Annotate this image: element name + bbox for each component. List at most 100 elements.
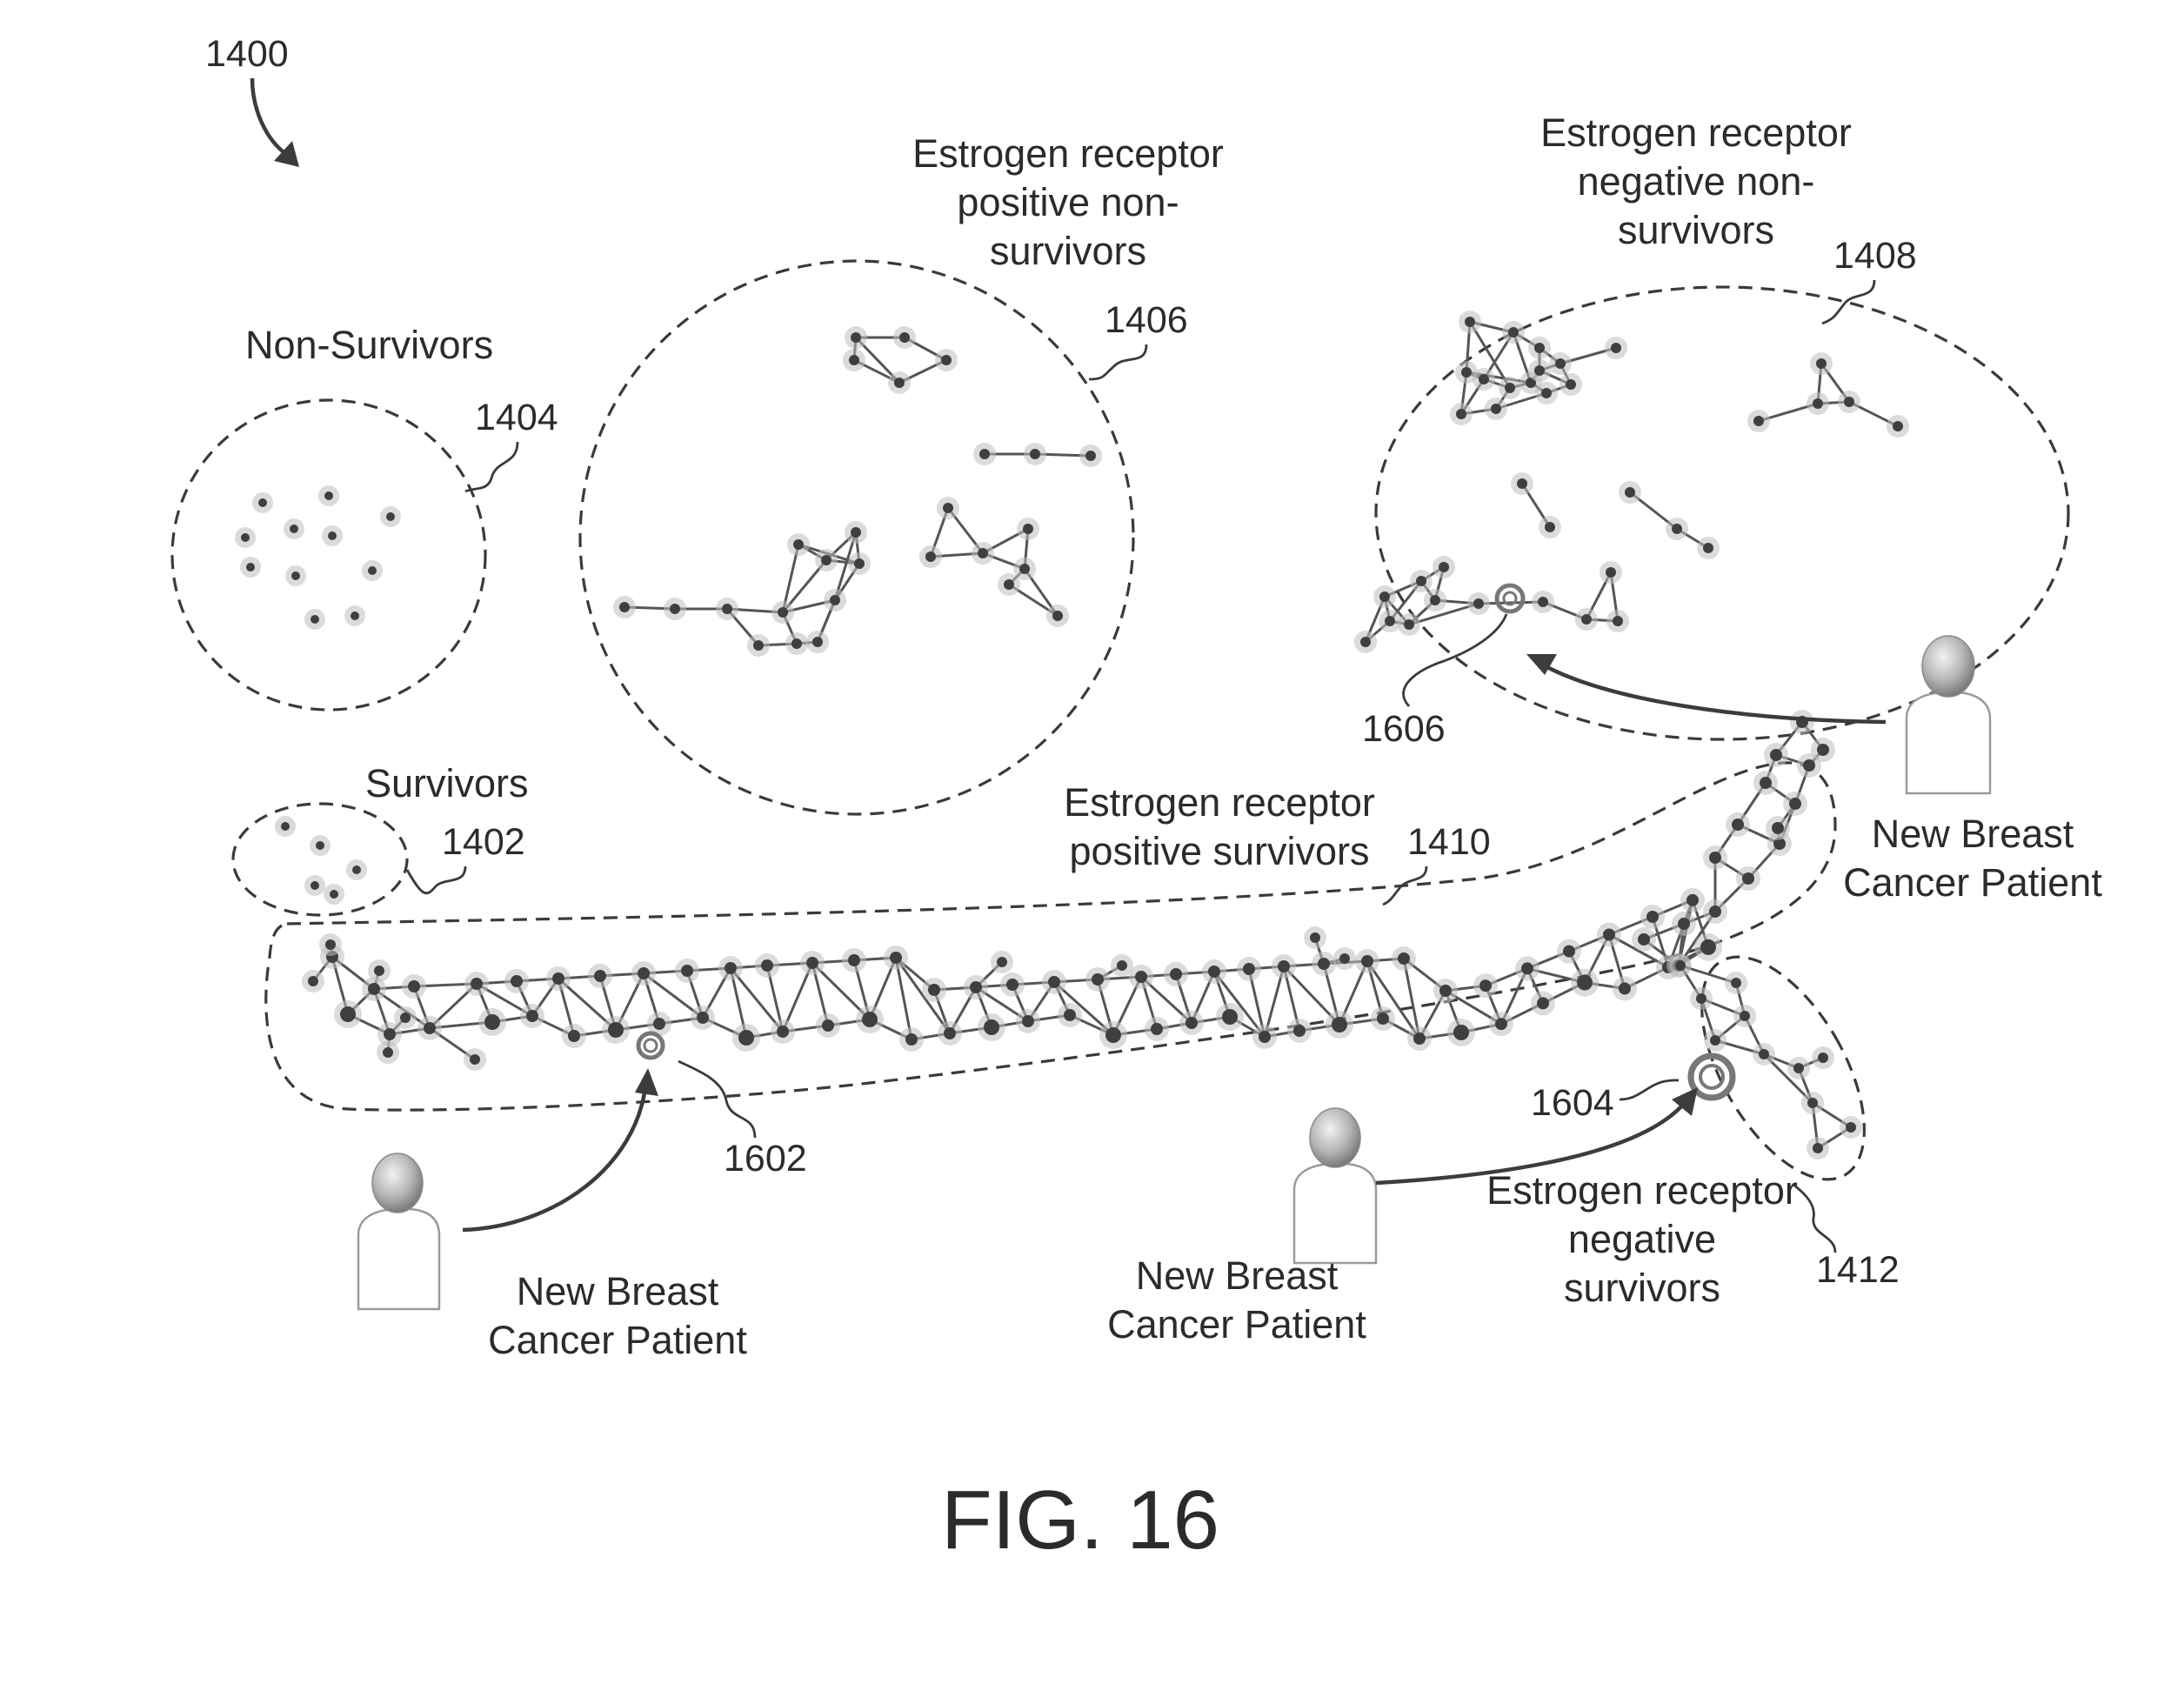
er-pos-non-survivors-node <box>851 332 861 343</box>
er-neg-non-survivors-node <box>1456 409 1466 419</box>
er-pos-survivors-node <box>1318 958 1330 970</box>
er-pos-non-survivors-node <box>619 602 630 612</box>
er-pos-survivors-node <box>1332 1017 1347 1032</box>
er-pos-non-survivors-label-line-3: survivors <box>990 229 1146 273</box>
survivors-label: Survivors <box>365 761 529 805</box>
ref-1604-leader <box>1620 1080 1679 1099</box>
survivors-node <box>330 890 338 899</box>
er-pos-survivors-node <box>552 972 564 985</box>
er-pos-survivors-node <box>890 952 902 964</box>
er-pos-survivors-node <box>1293 1025 1306 1037</box>
er-neg-non-survivors-node <box>1813 398 1823 409</box>
er-neg-non-survivors-node <box>1545 522 1555 532</box>
non-survivors-node <box>241 533 250 542</box>
er-pos-survivors-node <box>1772 822 1784 834</box>
er-neg-non-survivors-node <box>1416 576 1426 586</box>
er-pos-survivors-node <box>1439 985 1452 997</box>
er-neg-non-survivors-node <box>1473 598 1484 609</box>
er-pos-non-survivors-node <box>830 595 840 605</box>
er-pos-survivors-node <box>1022 1015 1034 1027</box>
er-neg-non-survivors-node <box>1479 374 1489 384</box>
er-pos-survivors-node <box>862 1012 878 1027</box>
er-pos-non-survivors-node <box>894 378 905 388</box>
er-pos-survivors-node <box>526 1010 538 1022</box>
er-neg-non-survivors-node <box>1555 358 1566 369</box>
non-survivors-node <box>291 571 300 580</box>
er-pos-survivors-node <box>1638 933 1650 946</box>
figure-caption: FIG. 16 <box>941 1473 1219 1567</box>
er-pos-non-survivors-node <box>851 527 861 538</box>
er-pos-survivors-node <box>997 957 1007 967</box>
er-neg-non-survivors-node <box>1517 478 1527 489</box>
er-neg-non-survivors-node <box>1625 487 1635 498</box>
patient-3-label-line-2: Cancer Patient <box>1843 860 2102 905</box>
er-pos-non-survivors-node <box>1004 579 1014 590</box>
er-pos-survivors-node <box>1817 744 1829 756</box>
er-pos-non-survivors-node <box>925 551 936 562</box>
patient-1-head-icon <box>372 1153 423 1213</box>
er-pos-survivors-node <box>905 1033 918 1046</box>
er-pos-survivors-node <box>1479 979 1492 992</box>
er-pos-non-survivors-node <box>1023 524 1033 534</box>
er-pos-survivors-node <box>848 954 860 966</box>
er-pos-survivors-node <box>1686 894 1699 906</box>
ref-1408: 1408 <box>1833 235 1917 277</box>
er-pos-non-survivors-node <box>821 555 832 565</box>
er-pos-survivors-node <box>738 1030 754 1046</box>
er-pos-non-survivors-node <box>753 640 764 651</box>
er-pos-survivors-node <box>511 975 523 987</box>
ref-1412-leader <box>1793 1185 1835 1253</box>
er-pos-survivors-label-line-2: positive survivors <box>1069 829 1369 873</box>
er-pos-survivors-node <box>806 957 818 969</box>
er-neg-non-survivors-node <box>1385 616 1395 626</box>
er-pos-survivors-node <box>928 984 940 996</box>
patient-1: New Breast Cancer Patient <box>358 1068 747 1362</box>
ref-1406: 1406 <box>1105 299 1188 341</box>
er-pos-non-survivors-node <box>849 355 859 365</box>
er-neg-non-survivors-node <box>1816 358 1827 369</box>
target-1604: 1604 <box>1531 1056 1733 1124</box>
er-pos-survivors-node <box>1760 777 1772 789</box>
er-pos-non-survivors-node <box>670 604 680 614</box>
non-survivors-node <box>290 525 298 533</box>
er-pos-survivors-node <box>1563 946 1575 958</box>
er-neg-non-survivors-node <box>1581 614 1592 625</box>
ref-1402-leader <box>407 866 465 893</box>
er-pos-non-survivors-node <box>778 607 788 618</box>
ref-1408-leader <box>1822 280 1874 324</box>
er-pos-survivors-node <box>1092 973 1104 986</box>
non-survivors-node <box>328 531 337 540</box>
patient-1-label-line-2: Cancer Patient <box>488 1318 747 1362</box>
er-pos-survivors-node <box>471 978 483 990</box>
er-pos-survivors-node <box>638 967 650 979</box>
er-pos-survivors-node <box>1243 963 1255 975</box>
er-neg-survivors-node <box>1675 960 1686 971</box>
ref-1410: 1410 <box>1407 821 1491 863</box>
ref-1402: 1402 <box>442 821 525 863</box>
er-pos-survivors-node <box>1577 975 1593 991</box>
er-neg-survivors-node <box>1813 1143 1823 1153</box>
er-pos-non-survivors-label-line-1: Estrogen receptor <box>912 131 1224 176</box>
figure-ref-1400: 1400 <box>205 33 289 75</box>
er-pos-non-survivors-label-line-2: positive non- <box>957 180 1179 224</box>
er-pos-survivors-node <box>1453 1025 1469 1040</box>
er-neg-non-survivors-node <box>1360 637 1371 647</box>
er-neg-survivors-label-line-1: Estrogen receptor <box>1486 1168 1798 1213</box>
er-positive-non-survivors-group: Estrogen receptor positive non- survivor… <box>580 131 1224 814</box>
er-neg-non-survivors-node <box>1753 416 1764 426</box>
er-neg-non-survivors-network <box>1354 311 1909 653</box>
er-pos-non-survivors-node <box>899 332 910 343</box>
non-survivors-boundary <box>172 400 485 710</box>
er-pos-non-survivors-node <box>1052 611 1063 621</box>
er-neg-non-survivors-label-line-2: negative non- <box>1578 159 1815 204</box>
er-pos-survivors-node <box>340 1006 356 1022</box>
er-pos-survivors-node <box>1151 1023 1163 1035</box>
er-pos-survivors-node <box>424 1022 436 1034</box>
er-neg-non-survivors-node <box>1465 317 1475 327</box>
er-neg-non-survivors-node <box>1844 397 1854 407</box>
er-pos-survivors-node <box>1709 905 1721 918</box>
er-pos-survivors-node <box>1732 819 1744 831</box>
er-neg-survivors-node <box>1818 1052 1828 1063</box>
non-survivors-node <box>324 491 333 500</box>
er-pos-survivors-node <box>1186 1017 1198 1029</box>
